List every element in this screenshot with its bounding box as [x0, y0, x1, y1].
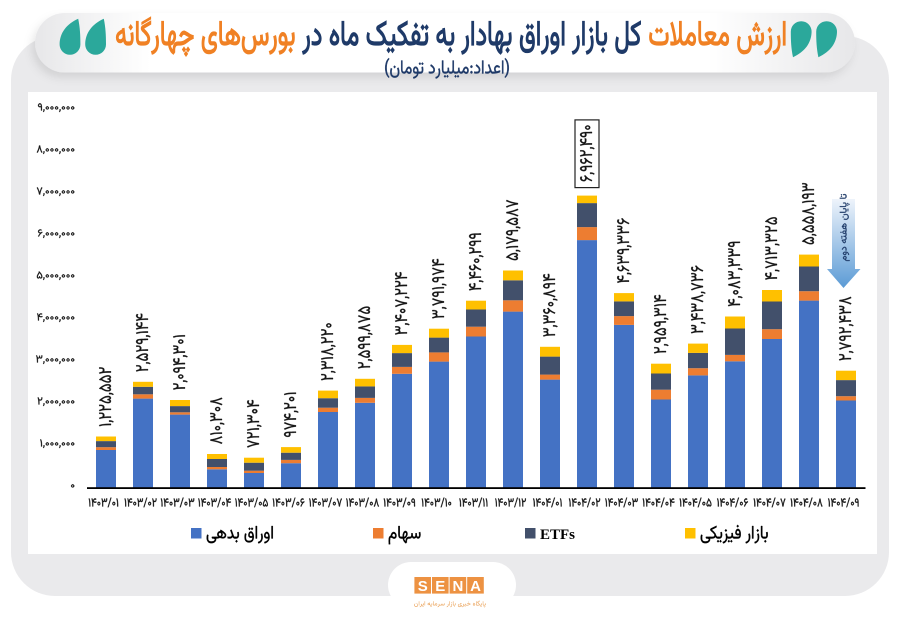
svg-text:S: S [418, 578, 428, 595]
svg-text:ETFs: ETFs [540, 527, 575, 543]
svg-text:N: N [452, 578, 463, 595]
svg-text:E: E [435, 578, 445, 595]
svg-text:A: A [470, 578, 481, 595]
